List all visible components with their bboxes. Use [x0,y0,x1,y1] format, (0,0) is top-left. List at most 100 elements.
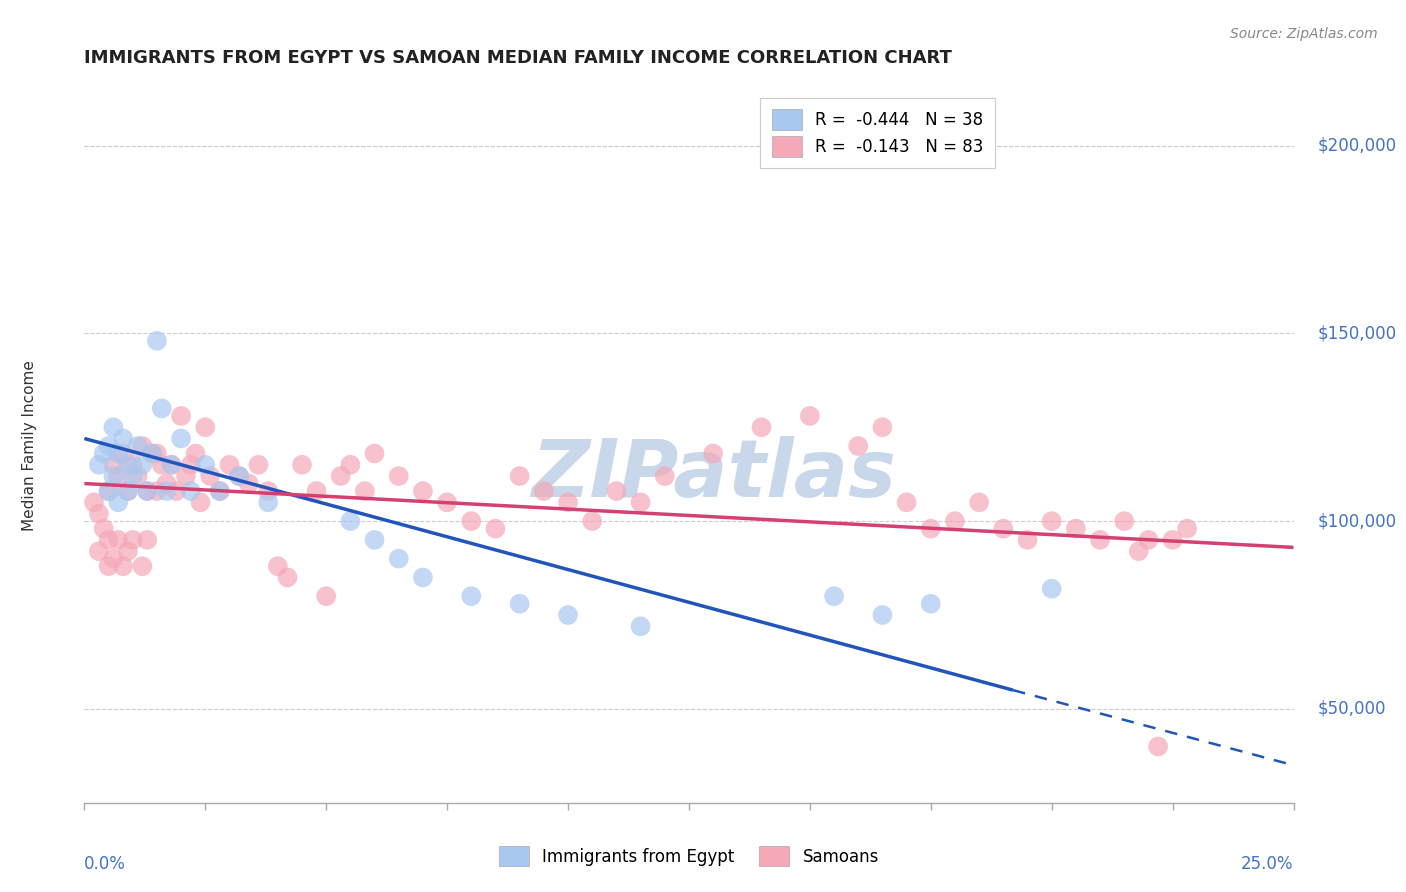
Point [1064,522,1087,536]
Point [291,458,314,472]
Point [190,495,212,509]
Point [329,469,352,483]
Point [93,446,115,460]
Point [97,559,120,574]
Point [557,607,579,622]
Point [896,495,918,509]
Point [146,334,169,348]
Text: $50,000: $50,000 [1317,700,1386,718]
Point [702,446,724,460]
Point [83,495,105,509]
Point [103,551,125,566]
Point [509,597,531,611]
Point [103,469,125,483]
Text: Source: ZipAtlas.com: Source: ZipAtlas.com [1230,27,1378,41]
Point [141,446,163,460]
Point [412,484,434,499]
Point [121,469,143,483]
Point [1161,533,1184,547]
Point [121,458,143,472]
Point [799,409,821,423]
Point [121,533,143,547]
Text: Median Family Income: Median Family Income [22,360,38,532]
Text: $200,000: $200,000 [1317,136,1396,154]
Point [557,495,579,509]
Point [107,446,129,460]
Point [131,439,153,453]
Point [112,446,135,460]
Point [141,446,163,460]
Point [174,469,197,483]
Point [339,458,361,472]
Point [1088,533,1111,547]
Point [117,484,139,499]
Point [218,458,240,472]
Point [97,484,120,499]
Point [93,522,115,536]
Point [87,544,110,558]
Point [238,476,260,491]
Point [630,495,652,509]
Point [460,589,482,603]
Point [180,458,202,472]
Point [605,484,627,499]
Text: ZIPatlas: ZIPatlas [530,435,896,514]
Point [872,607,894,622]
Text: 25.0%: 25.0% [1241,855,1294,873]
Point [412,570,434,584]
Point [127,469,149,483]
Point [146,484,169,499]
Point [184,446,207,460]
Point [150,458,173,472]
Legend: Immigrants from Egypt, Samoans: Immigrants from Egypt, Samoans [491,838,887,875]
Point [276,570,298,584]
Point [509,469,531,483]
Text: 0.0%: 0.0% [84,855,127,873]
Point [131,559,153,574]
Point [339,514,361,528]
Point [1137,533,1160,547]
Point [354,484,377,499]
Text: $150,000: $150,000 [1317,325,1396,343]
Point [846,439,869,453]
Point [208,484,231,499]
Point [1017,533,1039,547]
Point [993,522,1015,536]
Point [170,432,193,446]
Point [87,458,110,472]
Point [484,522,506,536]
Point [97,484,120,499]
Point [823,589,845,603]
Point [920,597,942,611]
Point [436,495,458,509]
Point [87,507,110,521]
Point [112,432,135,446]
Point [194,420,217,434]
Point [208,484,231,499]
Point [165,484,187,499]
Point [460,514,482,528]
Point [315,589,337,603]
Point [103,458,125,472]
Point [751,420,773,434]
Point [97,439,120,453]
Point [943,514,966,528]
Text: $100,000: $100,000 [1317,512,1396,530]
Point [150,401,173,416]
Point [160,458,183,472]
Point [146,446,169,460]
Point [198,469,221,483]
Point [117,484,139,499]
Point [533,484,555,499]
Point [363,446,385,460]
Point [107,469,129,483]
Point [967,495,990,509]
Point [127,439,149,453]
Point [257,495,280,509]
Point [107,495,129,509]
Point [136,533,159,547]
Point [1147,739,1170,754]
Point [267,559,290,574]
Point [247,458,270,472]
Point [107,533,129,547]
